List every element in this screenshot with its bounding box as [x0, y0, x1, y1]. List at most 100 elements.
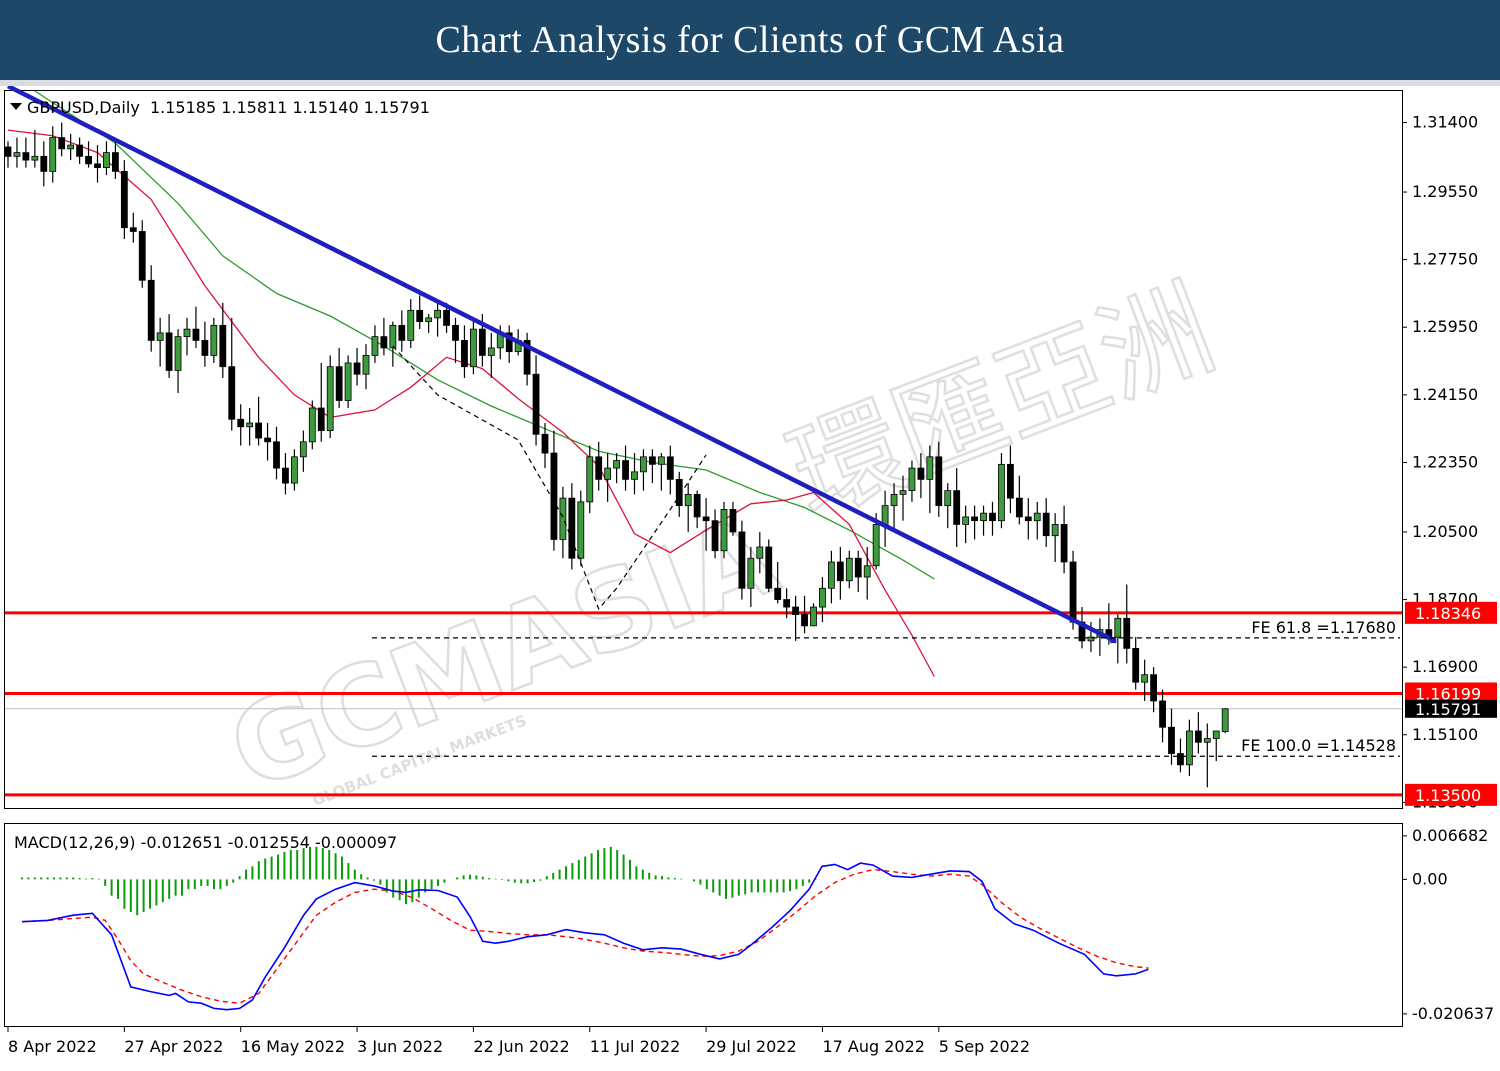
candle [550, 430, 558, 551]
candle [944, 483, 952, 529]
candle [765, 539, 773, 593]
candle [657, 453, 665, 491]
candle-body [622, 460, 629, 480]
candle-body [747, 557, 755, 589]
candle [201, 321, 209, 367]
candle [666, 445, 674, 495]
candle-body [792, 606, 799, 615]
candle-body [452, 324, 459, 341]
candle-body [1141, 674, 1149, 683]
candle [1194, 712, 1202, 754]
candle-body [398, 324, 406, 341]
candle [416, 295, 424, 330]
candle-body [890, 493, 898, 507]
date-tick-label: 11 Jul 2022 [590, 1037, 681, 1056]
candle-body [22, 152, 30, 161]
candle [407, 299, 415, 348]
date-tick-label: 17 Aug 2022 [822, 1037, 925, 1056]
candle-body [210, 324, 218, 356]
candle [989, 501, 996, 536]
candle-body [819, 587, 826, 608]
date-axis: 8 Apr 2022 27 Apr 2022 16 May 2022 3 Jun 20… [7, 1026, 1030, 1056]
candle-body [729, 509, 737, 533]
candle-body [290, 456, 298, 484]
candle [935, 441, 943, 517]
candle [85, 141, 92, 168]
candle-body [559, 497, 567, 540]
candle-body [1132, 647, 1140, 683]
candle [371, 325, 379, 363]
candle-body [255, 422, 263, 439]
level-price-tag-label: 1.16199 [1415, 684, 1481, 703]
candle-body [1186, 730, 1193, 766]
candle [156, 317, 164, 367]
candle-body [335, 366, 343, 401]
downtrend-line [6, 86, 1115, 643]
candle [783, 588, 791, 619]
candle [1212, 730, 1220, 762]
candle [702, 498, 710, 551]
candle [228, 317, 236, 431]
candle-body [183, 328, 191, 338]
candle-body [801, 614, 808, 627]
candle [165, 314, 173, 378]
candle [854, 550, 862, 593]
candle-body [76, 144, 83, 157]
candle [899, 475, 907, 521]
candle-body [85, 155, 92, 165]
price-chart[interactable]: GCMASIA GLOBAL CAPITAL MARKETS 環匯亞洲 1.31… [0, 86, 1500, 1071]
date-tick-label: 16 May 2022 [241, 1037, 345, 1056]
candle-body [1150, 674, 1157, 702]
candle-body [434, 309, 442, 319]
candle-body [998, 463, 1005, 522]
candle [425, 314, 433, 333]
candle [1168, 708, 1175, 765]
candle-body [4, 146, 12, 157]
candle [810, 603, 817, 627]
candle-body [353, 362, 361, 375]
candle [568, 483, 576, 570]
candle [980, 505, 987, 536]
candle-body [881, 505, 889, 525]
candle [1042, 498, 1050, 547]
candle-body [49, 137, 57, 172]
candle-body [1159, 700, 1166, 728]
candle [1177, 738, 1184, 773]
candle [282, 453, 289, 495]
candle [398, 310, 406, 352]
candle [112, 137, 119, 179]
candle-body [953, 490, 961, 525]
candle-body [702, 516, 710, 522]
candle [147, 265, 155, 352]
candle [290, 449, 298, 491]
candle-body [523, 339, 531, 375]
candle [908, 460, 916, 502]
candle [1221, 708, 1229, 734]
date-tick-label: 27 Apr 2022 [124, 1037, 223, 1056]
candle [13, 137, 21, 168]
candle [1114, 614, 1122, 664]
candle [22, 137, 30, 168]
candle [845, 550, 853, 589]
candle-body [899, 490, 907, 495]
candle [998, 453, 1005, 529]
candle [577, 490, 585, 566]
candle-body [568, 497, 576, 559]
candle-body [478, 328, 486, 356]
price-tick-label: 1.16900 [1412, 657, 1478, 676]
candle [255, 396, 263, 446]
candle [40, 141, 48, 187]
candle-body [640, 456, 647, 473]
candle-body [461, 339, 468, 368]
candle-body [308, 407, 316, 443]
candle [353, 347, 361, 386]
candle-body [854, 557, 862, 578]
candle-body [971, 516, 978, 522]
candle [738, 520, 746, 600]
candle [971, 505, 978, 540]
candle [1123, 584, 1131, 664]
candle-body [845, 557, 853, 582]
candle-body [765, 546, 773, 589]
collapse-triangle-icon[interactable] [10, 103, 22, 110]
candle [523, 332, 531, 386]
